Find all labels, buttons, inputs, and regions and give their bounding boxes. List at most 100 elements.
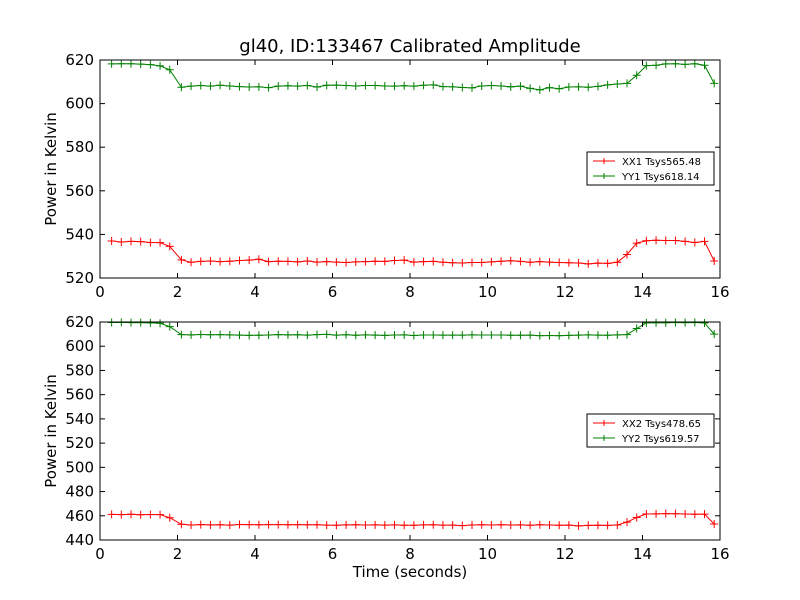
data-point [429, 80, 438, 89]
data-point [652, 509, 661, 518]
data-point [264, 330, 273, 339]
data-point [690, 238, 699, 247]
data-point [632, 513, 641, 522]
data-point [477, 520, 486, 529]
data-point [165, 65, 174, 74]
data-point [545, 258, 554, 267]
data-point [274, 82, 283, 91]
data-point [535, 331, 544, 340]
data-point [535, 520, 544, 529]
data-point [127, 237, 135, 246]
data-point [429, 520, 438, 529]
data-point [506, 256, 515, 265]
data-point [603, 521, 612, 530]
data-point [235, 331, 244, 340]
data-point [535, 257, 544, 266]
data-point [380, 257, 389, 266]
data-point [127, 318, 135, 327]
data-point [254, 520, 263, 529]
data-point [487, 257, 496, 266]
data-point [206, 82, 215, 91]
data-point [632, 324, 641, 333]
x-tick-label: 8 [405, 545, 415, 563]
data-point [497, 330, 506, 339]
x-tick-label: 14 [633, 283, 652, 301]
data-point [545, 520, 554, 529]
data-point [117, 510, 126, 519]
data-point [545, 83, 554, 92]
data-point [165, 322, 174, 331]
data-point [303, 331, 312, 340]
data-point [555, 331, 564, 340]
data-point [564, 83, 573, 92]
data-point [584, 83, 593, 92]
data-point [584, 330, 593, 339]
data-point [322, 81, 331, 90]
data-point [351, 81, 360, 90]
data-point [652, 318, 661, 327]
data-point [458, 521, 467, 530]
data-point [661, 509, 670, 518]
data-point [603, 331, 612, 340]
data-point [448, 82, 457, 91]
data-point [642, 318, 651, 327]
y-tick-label: 520 [65, 434, 94, 452]
data-point [400, 521, 409, 530]
data-point [322, 521, 331, 530]
data-point [177, 255, 186, 264]
data-point [584, 259, 593, 268]
data-point [146, 318, 155, 327]
data-point [526, 258, 535, 267]
data-point [187, 258, 196, 267]
data-point [264, 257, 273, 266]
data-point [313, 520, 321, 529]
y-tick-label: 580 [65, 361, 94, 379]
data-point [380, 331, 389, 340]
data-point [623, 330, 631, 339]
data-point [690, 59, 699, 68]
data-point [419, 257, 428, 266]
data-point [361, 257, 370, 266]
y-tick-label: 580 [65, 138, 94, 156]
data-point [613, 520, 622, 529]
data-point [603, 259, 612, 268]
data-point [671, 236, 680, 245]
data-point [371, 81, 380, 90]
data-point [477, 81, 486, 90]
data-point [409, 82, 418, 91]
data-point [235, 256, 244, 265]
data-point [303, 520, 312, 529]
data-point [313, 258, 321, 267]
data-point [293, 82, 302, 91]
data-point [371, 331, 380, 340]
data-point [593, 331, 602, 340]
data-point [574, 82, 583, 91]
data-point [342, 258, 351, 267]
data-point [623, 79, 631, 88]
data-point [487, 330, 496, 339]
data-point [516, 331, 525, 340]
data-point [342, 81, 351, 90]
data-point [555, 521, 564, 530]
panel-top: 0 2 4 6 8 10 12 14 16 520 540 560 580 600 620 Power in … [42, 51, 730, 301]
legend: XX1 Tsys565.48 YY1 Tsys618.14 [586, 151, 715, 186]
data-point [136, 237, 145, 246]
data-point [196, 81, 205, 90]
data-point [506, 331, 515, 340]
x-tick-label: 10 [478, 283, 497, 301]
data-point [487, 81, 496, 90]
data-point [177, 83, 186, 92]
data-point [429, 257, 438, 266]
data-point [332, 258, 341, 267]
legend-label: YY1 Tsys618.14 [621, 172, 700, 183]
data-point [390, 82, 399, 91]
data-point [468, 330, 476, 339]
legend-marker [601, 435, 607, 441]
data-point [245, 256, 254, 265]
data-point [117, 238, 126, 247]
data-point [361, 520, 370, 529]
data-point [438, 331, 447, 340]
data-point [351, 520, 360, 529]
data-point [216, 257, 225, 266]
data-point [107, 510, 116, 519]
